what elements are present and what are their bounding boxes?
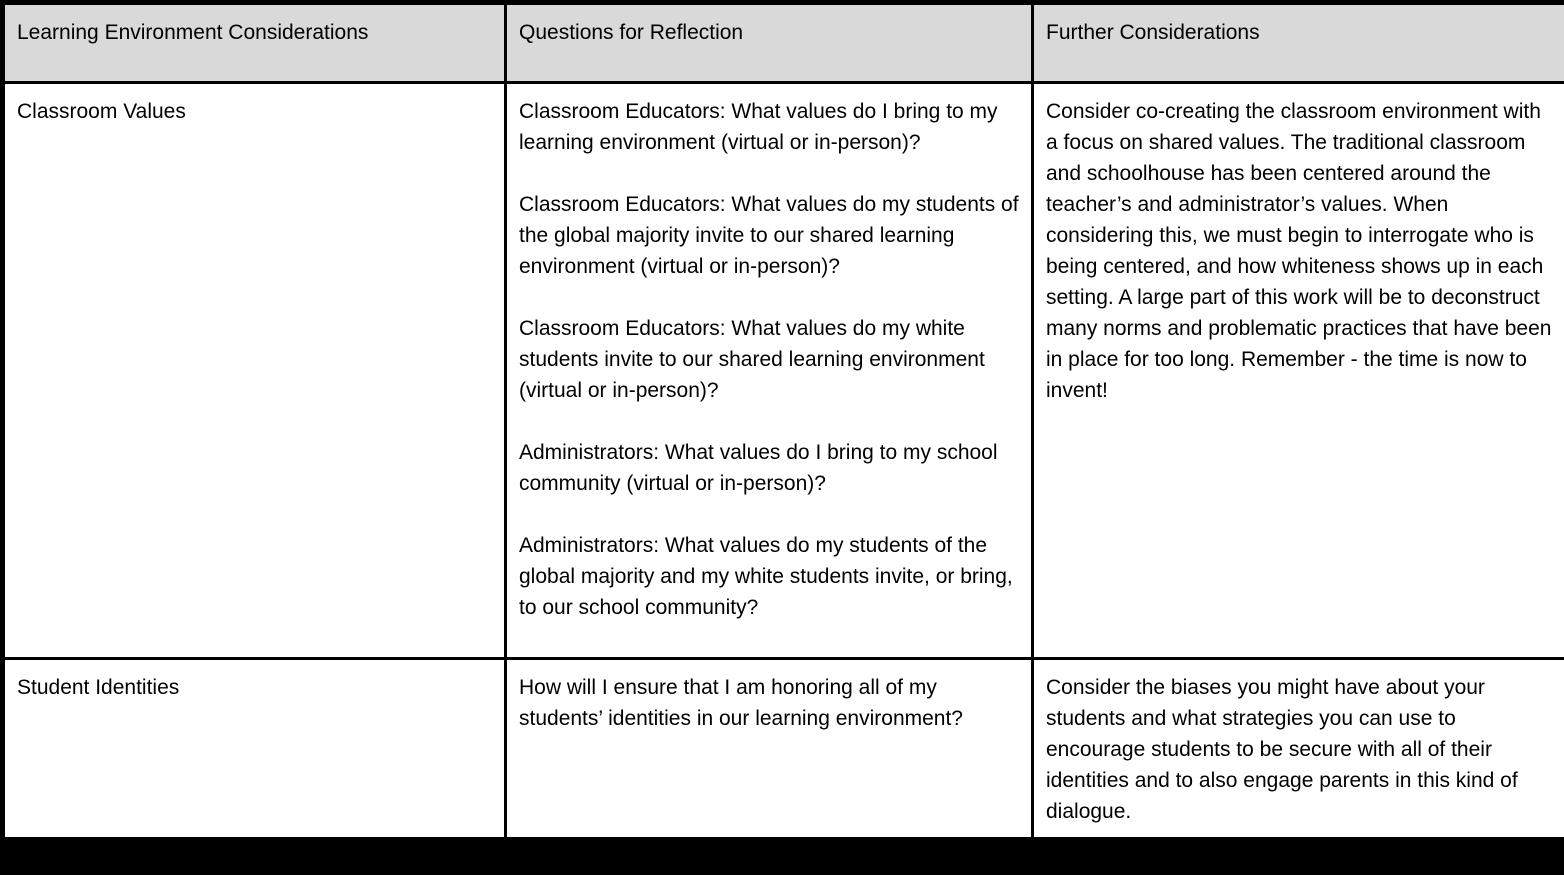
column-header-further-considerations: Further Considerations bbox=[1031, 1, 1564, 84]
table-row-student-identities: Student Identities How will I ensure tha… bbox=[1, 657, 1564, 840]
column-header-questions-for-reflection: Questions for Reflection bbox=[504, 1, 1034, 84]
table-row-classroom-values: Classroom Values Classroom Educators: Wh… bbox=[1, 81, 1564, 660]
reflection-question: Classroom Educators: What values do my s… bbox=[519, 193, 1019, 278]
further-considerations-text: Consider the biases you might have about… bbox=[1046, 676, 1518, 823]
cell-further-considerations: Consider co-creating the classroom envir… bbox=[1031, 81, 1564, 660]
consideration-label: Classroom Values bbox=[17, 100, 186, 123]
cell-consideration-title: Classroom Values bbox=[1, 81, 507, 660]
consideration-label: Student Identities bbox=[17, 676, 180, 699]
reflection-question: How will I ensure that I am honoring all… bbox=[519, 676, 963, 730]
cell-further-considerations: Consider the biases you might have about… bbox=[1031, 657, 1564, 840]
reflection-question: Administrators: What values do my studen… bbox=[519, 534, 1013, 619]
bottom-black-bar bbox=[0, 840, 1564, 875]
further-considerations-text: Consider co-creating the classroom envir… bbox=[1046, 100, 1552, 402]
cell-reflection-questions: How will I ensure that I am honoring all… bbox=[504, 657, 1034, 840]
reflection-question: Administrators: What values do I bring t… bbox=[519, 441, 998, 495]
reflection-question: Classroom Educators: What values do my w… bbox=[519, 317, 985, 402]
learning-environment-table: Learning Environment Considerations Ques… bbox=[0, 0, 1564, 840]
column-header-learning-environment-considerations: Learning Environment Considerations bbox=[1, 1, 507, 84]
cell-consideration-title: Student Identities bbox=[1, 657, 507, 840]
reflection-question: Classroom Educators: What values do I br… bbox=[519, 100, 998, 154]
table-header-row: Learning Environment Considerations Ques… bbox=[1, 1, 1564, 84]
cell-reflection-questions: Classroom Educators: What values do I br… bbox=[504, 81, 1034, 660]
